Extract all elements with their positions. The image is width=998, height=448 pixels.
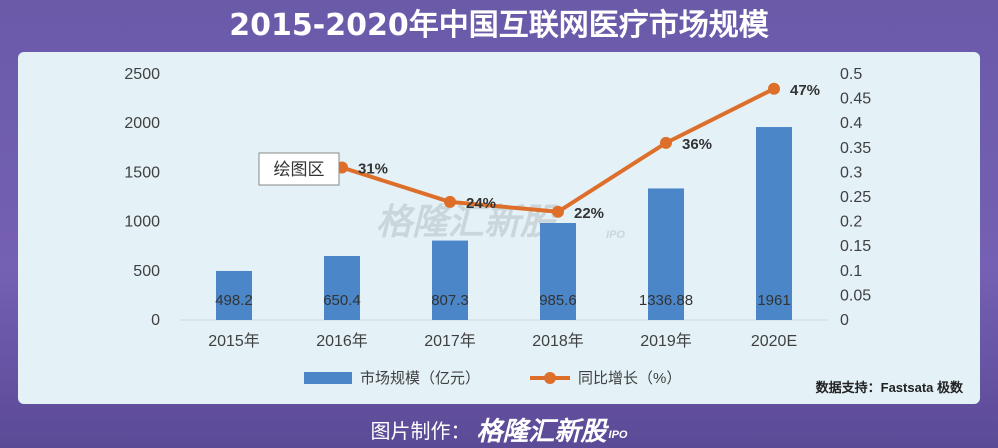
y-left-tick-label: 1000 bbox=[124, 214, 160, 231]
line-point bbox=[660, 136, 672, 149]
y-left-tick-label: 500 bbox=[133, 263, 160, 280]
bar bbox=[648, 188, 684, 320]
legend-swatch-bar bbox=[304, 372, 352, 384]
line-data-label: 22% bbox=[574, 205, 604, 222]
footer-brand-suffix: IPO bbox=[608, 429, 628, 441]
x-axis-labels: 2015年 2016年 2017年 2018年 2019年 2020E bbox=[208, 332, 797, 350]
line-point bbox=[444, 195, 456, 208]
y-left-tick-label: 2000 bbox=[124, 115, 160, 132]
x-tick-label: 2020E bbox=[751, 333, 797, 350]
x-tick-label: 2019年 bbox=[640, 332, 692, 350]
tooltip: 绘图区 bbox=[258, 152, 340, 186]
y-right-tick-label: 0.4 bbox=[840, 115, 862, 132]
bar bbox=[756, 127, 792, 320]
tooltip-text: 绘图区 bbox=[274, 160, 325, 179]
chart-panel: 格隆汇新股 IPO 0 500 1000 1500 2000 2500 0 0.05 0.1 0… bbox=[18, 52, 980, 404]
y-right-tick-label: 0.45 bbox=[840, 91, 871, 108]
tooltip-box bbox=[258, 152, 340, 186]
legend-swatch-marker bbox=[544, 372, 556, 384]
bar-data-label: 1336.88 bbox=[639, 292, 693, 309]
line-point bbox=[552, 205, 564, 218]
bar-series: 498.2 650.4 807.3 985.6 1336.88 1961 bbox=[215, 127, 792, 320]
y-axis-right: 0 0.05 0.1 0.15 0.2 0.25 0.3 0.35 0.4 0.45 0.5 bbox=[840, 66, 871, 329]
y-right-tick-label: 0.25 bbox=[840, 189, 871, 206]
y-right-tick-label: 0.2 bbox=[840, 214, 862, 231]
legend: 市场规模（亿元） 同比增长（%） bbox=[304, 370, 681, 387]
x-tick-label: 2016年 bbox=[316, 332, 368, 350]
legend-label-line: 同比增长（%） bbox=[578, 370, 681, 387]
bar-data-label: 807.3 bbox=[431, 292, 469, 309]
y-left-tick-label: 0 bbox=[151, 312, 160, 329]
bar bbox=[540, 223, 576, 320]
y-right-tick-label: 0.1 bbox=[840, 263, 862, 280]
y-right-tick-label: 0.05 bbox=[840, 287, 871, 304]
line-point bbox=[768, 82, 780, 95]
y-right-tick-label: 0.15 bbox=[840, 238, 871, 255]
line-data-label: 36% bbox=[682, 136, 712, 153]
y-right-tick-label: 0.3 bbox=[840, 164, 862, 181]
footer: 图片制作： 格隆汇新股 IPO bbox=[0, 410, 998, 448]
y-right-tick-label: 0 bbox=[840, 312, 849, 329]
chart-title: 2015-2020年中国互联网医疗市场规模 bbox=[229, 8, 769, 43]
y-left-tick-label: 1500 bbox=[124, 164, 160, 181]
bar bbox=[432, 240, 468, 320]
y-right-tick-label: 0.35 bbox=[840, 140, 871, 157]
watermark-suffix: IPO bbox=[606, 229, 625, 241]
y-right-tick-label: 0.5 bbox=[840, 66, 862, 83]
line-series: 31% 24% 22% 36% 47% bbox=[336, 82, 820, 222]
line-data-label: 47% bbox=[790, 82, 820, 99]
bar bbox=[216, 270, 252, 320]
x-tick-label: 2017年 bbox=[424, 332, 476, 350]
footer-brand-logo: 格隆汇新股 bbox=[476, 416, 607, 447]
line-data-label: 24% bbox=[466, 195, 496, 212]
legend-label-bar: 市场规模（亿元） bbox=[360, 370, 480, 387]
x-tick-label: 2015年 bbox=[208, 332, 260, 350]
bar bbox=[324, 256, 360, 320]
bar-data-label: 985.6 bbox=[539, 292, 577, 309]
bar-data-label: 498.2 bbox=[215, 292, 253, 309]
footer-prefix: 图片制作： bbox=[370, 418, 471, 443]
source-note: 数据支持：Fastsata 极数 bbox=[816, 380, 964, 395]
bar-data-label: 650.4 bbox=[323, 292, 361, 309]
y-left-tick-label: 2500 bbox=[124, 66, 160, 83]
y-axis-left: 0 500 1000 1500 2000 2500 bbox=[124, 66, 160, 329]
bar-data-label: 1961 bbox=[757, 292, 790, 309]
x-tick-label: 2018年 bbox=[532, 332, 584, 350]
line-data-label: 31% bbox=[358, 160, 388, 177]
